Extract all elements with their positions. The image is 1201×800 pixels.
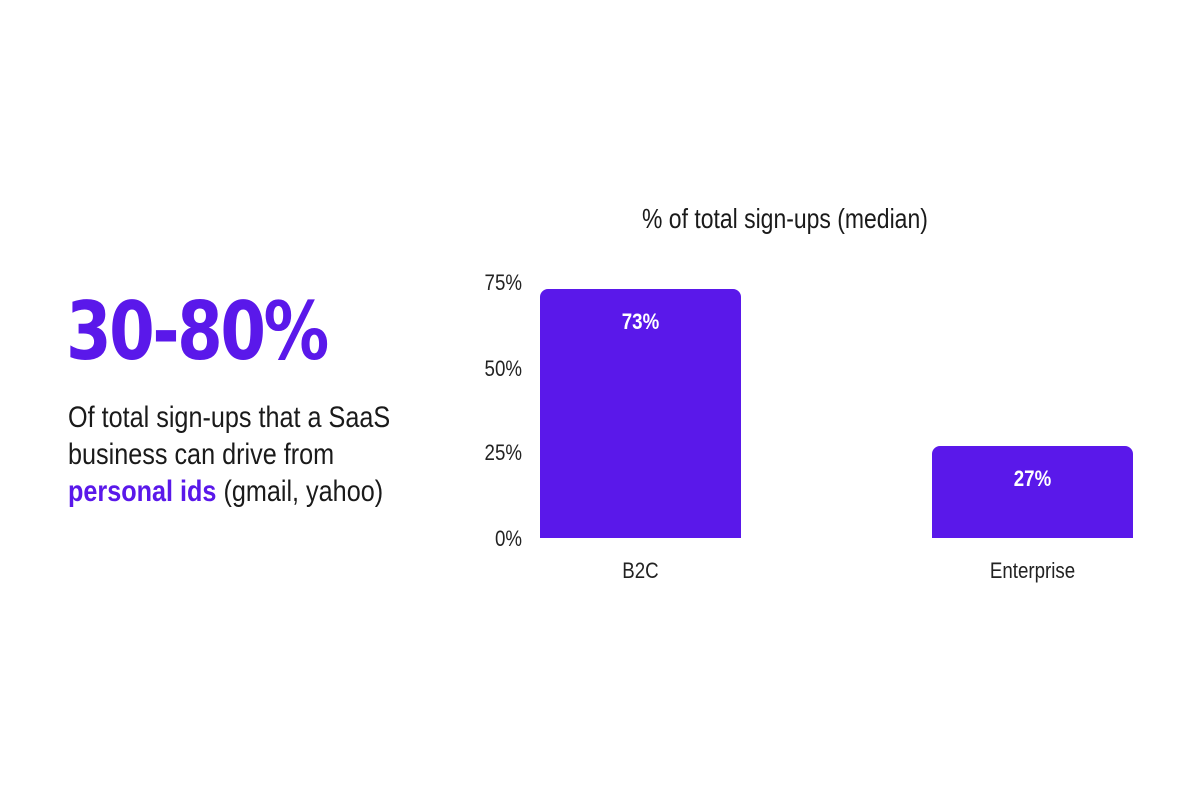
bar-enterprise: 27% [932, 446, 1133, 538]
description-line-2: business can drive from [68, 438, 335, 471]
y-tick-25: 25% [484, 440, 522, 465]
headline-stat: 30-80% [66, 285, 329, 378]
description-highlight: personal ids [68, 475, 217, 508]
y-tick-75: 75% [484, 270, 522, 295]
description-line-1: Of total sign-ups that a SaaS [68, 401, 391, 434]
headline-description: Of total sign-ups that a SaaS business c… [68, 399, 421, 510]
bar-value-label: 27% [1013, 466, 1052, 491]
x-label-enterprise: Enterprise [989, 558, 1076, 583]
description-line-3: personal ids (gmail, yahoo) [68, 473, 421, 510]
description-tail: (gmail, yahoo) [216, 475, 384, 508]
x-label-b2c: B2C [622, 558, 659, 583]
y-tick-0: 0% [494, 526, 522, 551]
bar-value-label: 73% [621, 309, 660, 334]
y-tick-50: 50% [484, 356, 522, 381]
bar-b2c: 73% [540, 289, 741, 538]
chart-title: % of total sign-ups (median) [642, 203, 928, 234]
